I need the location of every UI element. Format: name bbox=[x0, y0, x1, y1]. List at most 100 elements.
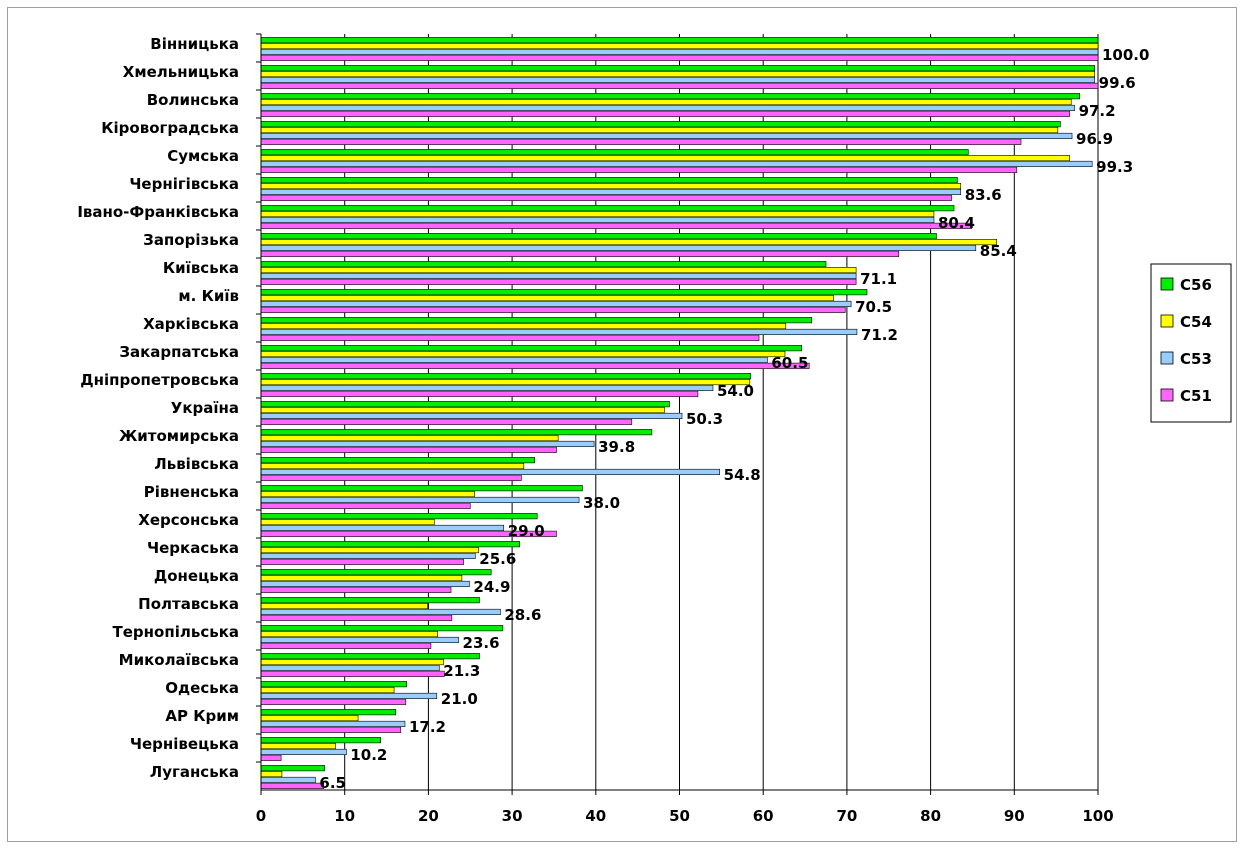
data-label: 85.4 bbox=[980, 242, 1017, 260]
bar-с53-16 bbox=[260, 496, 580, 504]
bar-с53-0 bbox=[260, 48, 1099, 56]
category-label: м. Київ bbox=[178, 287, 239, 305]
data-label: 96.9 bbox=[1076, 130, 1113, 148]
category-label: Україна bbox=[171, 399, 239, 417]
bar-с53-24 bbox=[260, 720, 406, 728]
legend-swatch bbox=[1160, 388, 1174, 402]
bar-с53-9 bbox=[260, 300, 852, 308]
bar-с56-11 bbox=[260, 345, 803, 352]
category-label: Донецька bbox=[154, 567, 239, 585]
bar-с54-14 bbox=[260, 434, 559, 442]
bar-с53-26 bbox=[260, 776, 316, 784]
bar-с56-20 bbox=[260, 597, 480, 604]
bar-с54-3 bbox=[260, 127, 1059, 134]
legend: С56 С54 С53 С51 bbox=[1150, 263, 1232, 423]
x-tick-label: 20 bbox=[418, 807, 439, 825]
bar-с53-13 bbox=[260, 412, 683, 420]
bar-с53-5 bbox=[260, 188, 962, 195]
bar-с53-25 bbox=[260, 748, 347, 756]
bar-с54-6 bbox=[260, 211, 935, 218]
category-label: Чернігівська bbox=[129, 175, 239, 193]
bar-с51-8 bbox=[260, 278, 857, 285]
category-label: Закарпатська bbox=[119, 343, 239, 361]
bar-с51-16 bbox=[260, 502, 471, 509]
legend-swatch bbox=[1160, 277, 1174, 291]
bar-с51-18 bbox=[260, 558, 464, 565]
bar-с56-18 bbox=[260, 541, 520, 548]
bar-с54-11 bbox=[260, 350, 786, 358]
legend-label: С56 bbox=[1180, 276, 1212, 294]
x-tick-label: 100 bbox=[1082, 807, 1113, 825]
bar-с54-22 bbox=[260, 658, 444, 666]
bar-с54-1 bbox=[260, 70, 1095, 78]
x-tick-label: 40 bbox=[585, 807, 606, 825]
data-label: 99.6 bbox=[1099, 74, 1136, 92]
bar-с54-5 bbox=[260, 183, 962, 190]
category-label: Рівненська bbox=[144, 483, 239, 501]
bar-с54-20 bbox=[260, 602, 428, 610]
bar-с51-1 bbox=[260, 82, 1099, 89]
data-label: 10.2 bbox=[350, 746, 387, 764]
x-tick-label: 90 bbox=[1004, 807, 1025, 825]
bar-с51-0 bbox=[260, 54, 1099, 61]
bar-с54-17 bbox=[260, 518, 435, 526]
data-label: 100.0 bbox=[1102, 46, 1149, 64]
data-label: 50.3 bbox=[686, 410, 723, 428]
category-label: Львівська bbox=[154, 455, 239, 473]
data-label: 99.3 bbox=[1096, 158, 1133, 176]
bar-с51-9 bbox=[260, 306, 846, 313]
data-label: 24.9 bbox=[473, 578, 510, 596]
bar-с51-12 bbox=[260, 390, 699, 397]
bar-с53-22 bbox=[260, 664, 440, 672]
bar-с56-13 bbox=[260, 401, 670, 408]
bar-с56-24 bbox=[260, 709, 397, 716]
category-label: Волинська bbox=[147, 91, 239, 109]
category-label: Одеська bbox=[165, 679, 239, 697]
bar-с54-15 bbox=[260, 462, 525, 470]
bar-с51-26 bbox=[260, 782, 325, 789]
category-label: Херсонська bbox=[138, 511, 239, 529]
category-labels: Вінницька Хмельницька Волинська Кіровоградс… bbox=[77, 35, 239, 781]
bar-с54-16 bbox=[260, 490, 475, 498]
data-label: 28.6 bbox=[504, 606, 541, 624]
bar-с56-23 bbox=[260, 681, 407, 688]
legend-swatch bbox=[1160, 314, 1174, 328]
x-tick-label: 30 bbox=[502, 807, 523, 825]
bar-с54-9 bbox=[260, 294, 834, 302]
x-tick-label: 80 bbox=[920, 807, 941, 825]
data-labels: 100.0 99.6 97.2 96.9 99.3 83.6 80.4 85.4 71.1 70.… bbox=[319, 46, 1149, 792]
category-label: Київська bbox=[163, 259, 239, 277]
bar-с54-18 bbox=[260, 546, 479, 554]
bar-с54-25 bbox=[260, 742, 336, 750]
bar-с56-0 bbox=[260, 37, 1099, 44]
bar-с56-6 bbox=[260, 205, 955, 212]
bar-с51-20 bbox=[260, 614, 453, 621]
bar-с51-19 bbox=[260, 586, 452, 593]
x-tick-labels: 0 10 20 30 40 50 60 70 80 90 100 bbox=[256, 807, 1114, 825]
bar-с54-12 bbox=[260, 378, 751, 386]
legend-swatch bbox=[1160, 351, 1174, 365]
bar-с53-8 bbox=[260, 272, 857, 280]
bar-с53-1 bbox=[260, 76, 1095, 83]
bar-с54-24 bbox=[260, 714, 359, 722]
bar-с56-9 bbox=[260, 289, 868, 296]
bar-с56-12 bbox=[260, 373, 751, 380]
bar-с51-5 bbox=[260, 194, 952, 201]
bar-с56-25 bbox=[260, 737, 381, 744]
x-tick-label: 60 bbox=[753, 807, 774, 825]
bar-с56-3 bbox=[260, 121, 1061, 128]
legend-label: С51 bbox=[1180, 387, 1212, 405]
bar-с51-15 bbox=[260, 474, 522, 481]
data-label: 21.3 bbox=[443, 662, 480, 680]
x-tick-label: 0 bbox=[256, 807, 266, 825]
data-label: 23.6 bbox=[463, 634, 500, 652]
bar-с56-19 bbox=[260, 569, 492, 576]
legend-label: С53 bbox=[1180, 350, 1212, 368]
bar-с53-12 bbox=[260, 384, 714, 392]
bar-с51-13 bbox=[260, 418, 633, 425]
bar-с54-2 bbox=[260, 99, 1072, 106]
bar-с56-4 bbox=[260, 149, 969, 156]
bar-с53-11 bbox=[260, 356, 768, 364]
bar-с53-2 bbox=[260, 104, 1075, 111]
bar-с51-4 bbox=[260, 166, 1018, 173]
